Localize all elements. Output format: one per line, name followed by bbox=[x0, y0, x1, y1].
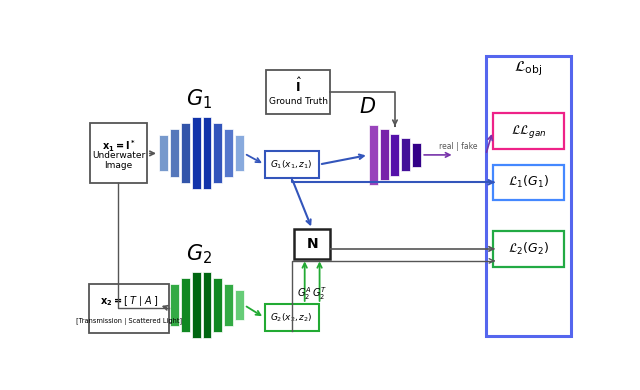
Text: $G_2(x_2,z_2)$: $G_2(x_2,z_2)$ bbox=[271, 312, 313, 324]
Text: [Transmission | Scattered Light]: [Transmission | Scattered Light] bbox=[76, 319, 182, 326]
Bar bbox=[89, 284, 169, 333]
Bar bbox=[390, 134, 399, 176]
Bar bbox=[180, 278, 189, 332]
Bar bbox=[90, 123, 147, 183]
Bar bbox=[159, 135, 168, 172]
Bar bbox=[180, 123, 189, 183]
Text: $\mathbf{N}$: $\mathbf{N}$ bbox=[306, 237, 318, 251]
Bar bbox=[236, 135, 244, 172]
Text: $D$: $D$ bbox=[359, 98, 376, 117]
Bar bbox=[170, 129, 179, 177]
Bar bbox=[266, 70, 330, 114]
Bar bbox=[236, 290, 244, 320]
Bar bbox=[264, 304, 319, 332]
Text: $\mathcal{L}\mathcal{L}_{gan}$: $\mathcal{L}\mathcal{L}_{gan}$ bbox=[511, 123, 546, 140]
Bar bbox=[202, 272, 211, 338]
Bar bbox=[493, 165, 564, 200]
Text: $\mathbf{x_1=I^*}$: $\mathbf{x_1=I^*}$ bbox=[102, 138, 135, 154]
Bar bbox=[213, 123, 222, 183]
Bar bbox=[225, 129, 233, 177]
Bar bbox=[380, 129, 388, 181]
Text: Ground Truth: Ground Truth bbox=[269, 97, 328, 106]
Bar bbox=[294, 229, 330, 259]
Text: $\mathcal{L}_{\mathrm{obj}}$: $\mathcal{L}_{\mathrm{obj}}$ bbox=[515, 59, 543, 78]
Bar bbox=[213, 278, 222, 332]
Text: Underwater
Image: Underwater Image bbox=[92, 151, 145, 170]
Bar bbox=[486, 57, 571, 336]
Bar bbox=[493, 231, 564, 267]
Text: $G_2$: $G_2$ bbox=[186, 243, 212, 266]
Text: $\mathbf{x_2=}\left[\;T\mid A\;\right]$: $\mathbf{x_2=}\left[\;T\mid A\;\right]$ bbox=[100, 294, 159, 308]
Bar bbox=[202, 117, 211, 190]
Text: $G_2^T$: $G_2^T$ bbox=[312, 285, 327, 302]
Bar bbox=[412, 143, 421, 167]
Bar bbox=[369, 125, 378, 185]
Text: $G_1(x_1,z_1)$: $G_1(x_1,z_1)$ bbox=[271, 158, 313, 171]
Text: $G_2^A$: $G_2^A$ bbox=[298, 285, 312, 302]
Text: $\mathcal{L}_1(G_1)$: $\mathcal{L}_1(G_1)$ bbox=[508, 174, 549, 190]
Bar bbox=[401, 138, 410, 172]
Bar bbox=[264, 151, 319, 178]
Bar bbox=[170, 284, 179, 326]
Text: real | fake: real | fake bbox=[438, 142, 477, 151]
Bar bbox=[191, 272, 200, 338]
Text: $\mathcal{L}_2(G_2)$: $\mathcal{L}_2(G_2)$ bbox=[508, 241, 549, 257]
Bar bbox=[225, 284, 233, 326]
Bar bbox=[493, 113, 564, 149]
Bar bbox=[159, 290, 168, 320]
Text: $\hat{\mathbf{I}}$: $\hat{\mathbf{I}}$ bbox=[294, 76, 302, 94]
Bar bbox=[191, 117, 200, 190]
Text: $G_1$: $G_1$ bbox=[186, 88, 212, 112]
